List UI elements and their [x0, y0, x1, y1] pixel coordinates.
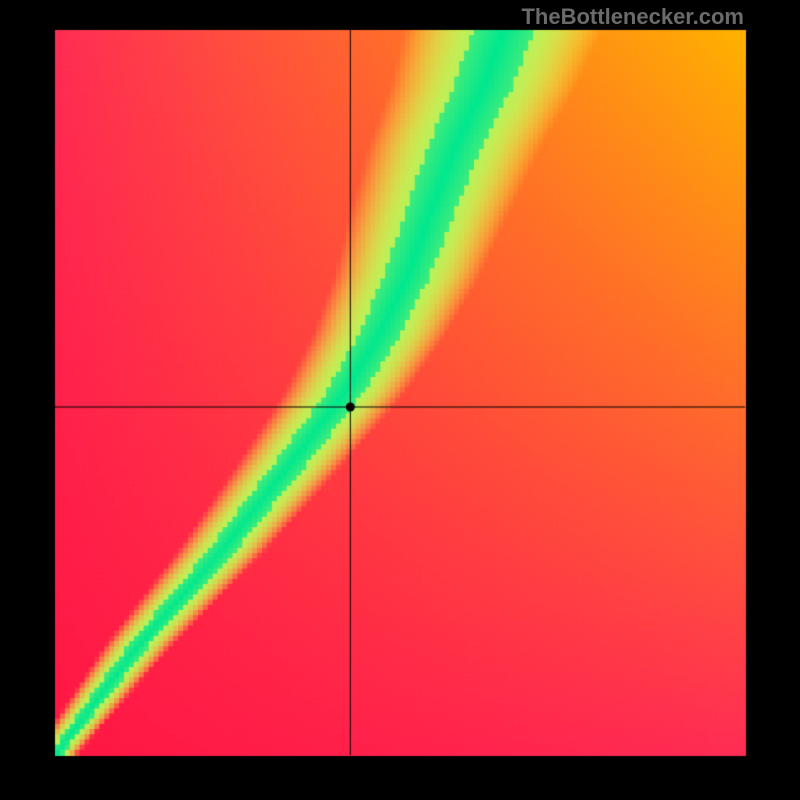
bottleneck-heatmap: [0, 0, 800, 800]
watermark-text: TheBottlenecker.com: [521, 4, 744, 30]
figure-root: TheBottlenecker.com: [0, 0, 800, 800]
